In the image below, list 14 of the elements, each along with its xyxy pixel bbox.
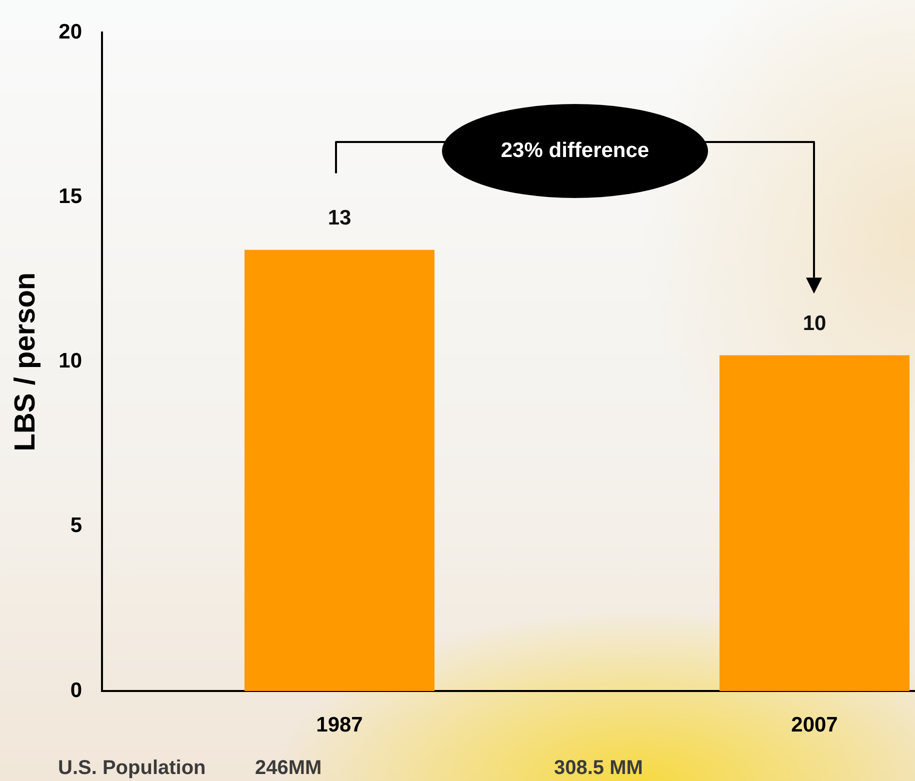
data-label: 10: [802, 312, 826, 336]
y-tick-label: 20: [58, 20, 82, 44]
text: 246MM: [255, 756, 322, 780]
text: 308.5 MM: [554, 756, 643, 780]
y-axis-title: LBS / person: [9, 272, 42, 452]
y-tick-label: 15: [58, 184, 82, 208]
data-label: 13: [328, 206, 352, 230]
y-tick-label: 5: [70, 514, 82, 538]
y-tick-label: 0: [70, 678, 82, 702]
y-tick-label: 10: [58, 350, 82, 373]
x-tick-label: 2007: [791, 713, 838, 736]
text: U.S. Population: [58, 756, 206, 780]
annotation: 23% difference: [500, 138, 650, 164]
x-tick-label: 1987: [316, 713, 363, 736]
